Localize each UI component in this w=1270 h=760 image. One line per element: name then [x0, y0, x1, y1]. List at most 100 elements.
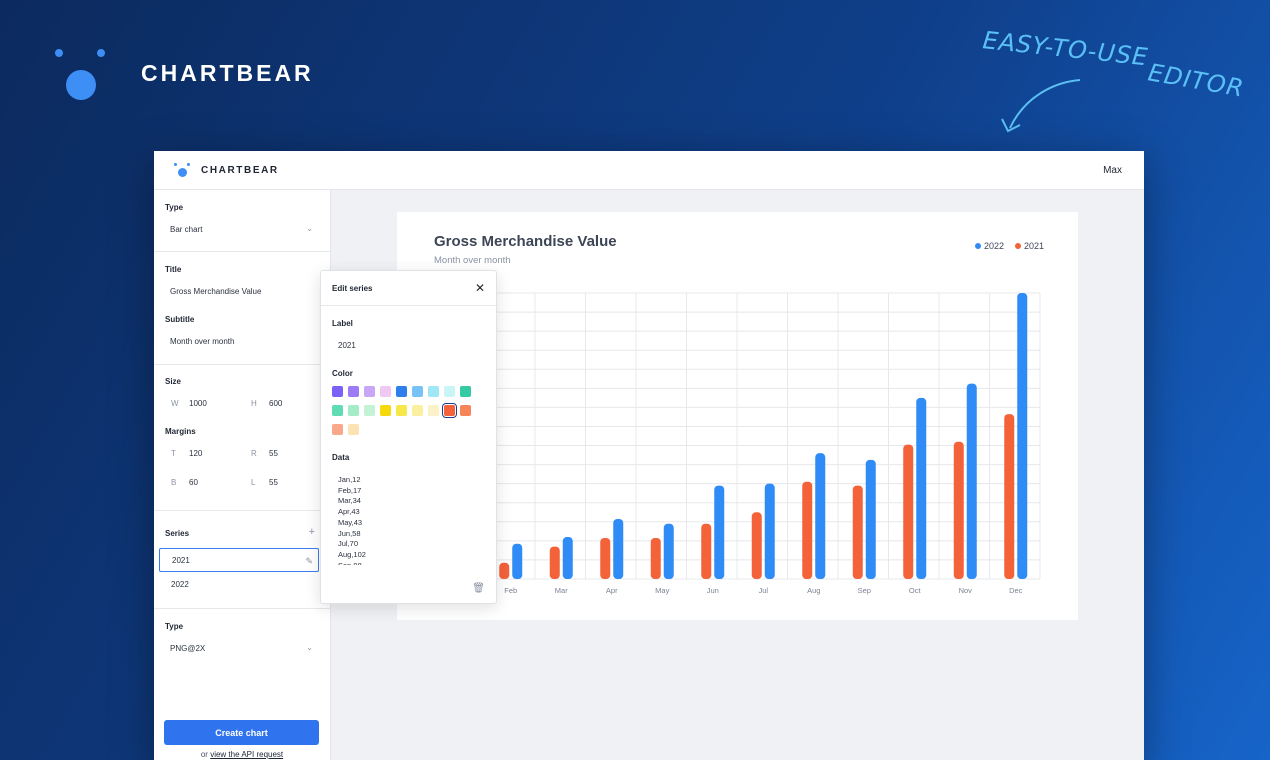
add-series-icon[interactable]: + [308, 526, 315, 538]
color-swatch[interactable] [460, 405, 471, 416]
series-item[interactable]: 2021 ✎ [159, 548, 319, 572]
app-header: CHARTBEAR Max [154, 151, 1144, 190]
app-logo-dot-right [187, 163, 190, 166]
bar-2021-Dec [1004, 414, 1015, 579]
height-input[interactable]: 600 [269, 399, 283, 408]
sidebar: Type Bar chart ⌄ Title Gross Merchandise… [154, 190, 331, 760]
subtitle-input[interactable]: Month over month [170, 337, 235, 346]
bar-2021-Oct [903, 444, 914, 579]
color-swatch[interactable] [364, 405, 375, 416]
color-swatch[interactable] [332, 386, 343, 397]
series-data-textarea[interactable]: Jan,12 Feb,17 Mar,34 Apr,43 May,43 Jun,5… [338, 475, 366, 565]
legend-label: 2022 [984, 241, 1004, 251]
subtitle-label: Subtitle [165, 315, 195, 324]
x-tick-label: Apr [606, 586, 618, 595]
view-api-request-link[interactable]: view the API request [210, 750, 284, 759]
chart-legend: 2022 2021 [975, 241, 1044, 251]
color-swatch[interactable] [380, 386, 391, 397]
margin-bottom-input[interactable]: 60 [189, 478, 198, 487]
width-input[interactable]: 1000 [189, 399, 207, 408]
divider [154, 608, 330, 609]
bar-2021-Jun [701, 523, 712, 579]
app-brand[interactable]: CHARTBEAR [201, 165, 279, 176]
chart-type-select[interactable]: Bar chart ⌄ [154, 218, 330, 240]
series-label: Series [165, 529, 190, 538]
margins-label: Margins [165, 427, 196, 436]
bar-2021-Sep [852, 485, 863, 579]
x-tick-label: Aug [807, 586, 820, 595]
label-field-label: Label [332, 319, 353, 328]
color-swatch[interactable] [380, 405, 391, 416]
chart-x-labels: JanFebMarAprMayJunJulAugSepOctNovDec [454, 586, 1022, 595]
margin-left-input[interactable]: 55 [269, 478, 278, 487]
bar-2022-Aug [815, 453, 826, 579]
bar-2022-May [663, 523, 674, 579]
x-tick-label: Feb [504, 586, 517, 595]
series-item-label: 2022 [171, 580, 189, 589]
divider [321, 305, 496, 306]
margin-top-label: T [171, 449, 176, 458]
pencil-icon[interactable]: ✎ [305, 556, 313, 566]
logo-dot-right [97, 49, 105, 57]
color-swatch[interactable] [442, 403, 457, 418]
color-swatch[interactable] [364, 386, 375, 397]
title-input[interactable]: Gross Merchandise Value [170, 287, 262, 296]
divider [154, 251, 330, 252]
width-field-label: W [171, 399, 179, 408]
color-swatch[interactable] [412, 386, 423, 397]
bar-2022-Apr [613, 518, 624, 579]
logo-dot-main [66, 70, 96, 100]
color-swatch[interactable] [332, 424, 343, 435]
color-swatch[interactable] [396, 405, 407, 416]
color-swatch[interactable] [396, 386, 407, 397]
color-swatch[interactable] [348, 386, 359, 397]
chevron-down-icon: ⌄ [306, 643, 313, 652]
x-tick-label: Jun [707, 586, 719, 595]
x-tick-label: Mar [555, 586, 568, 595]
chart-subtitle: Month over month [434, 255, 511, 266]
series-label-input[interactable]: 2021 [338, 341, 356, 350]
margin-top-input[interactable]: 120 [189, 449, 203, 458]
trash-icon[interactable]: 🗑 [472, 583, 485, 594]
close-icon[interactable]: ✕ [474, 281, 485, 295]
app-window: CHARTBEAR Max Type Bar chart ⌄ Title Gro… [154, 151, 1144, 760]
popover-title: Edit series [332, 284, 373, 293]
margin-left-label: L [251, 478, 256, 487]
size-label: Size [165, 377, 182, 386]
color-swatch[interactable] [460, 386, 471, 397]
color-swatch[interactable] [428, 405, 439, 416]
divider [154, 510, 330, 511]
chart-title: Gross Merchandise Value [434, 233, 617, 250]
bar-2021-Jul [751, 512, 762, 579]
chart-preview: Gross Merchandise Value Month over month… [397, 212, 1078, 620]
color-swatch[interactable] [428, 386, 439, 397]
edit-series-popover: Edit series ✕ Label 2021 Color Data Jan,… [320, 270, 497, 604]
create-chart-button[interactable]: Create chart [164, 720, 319, 745]
bar-2021-Nov [953, 441, 964, 579]
bar-2021-Mar [549, 546, 560, 579]
tagline-line2: EDITOR [1146, 58, 1246, 102]
color-swatch[interactable] [348, 405, 359, 416]
x-tick-label: Oct [909, 586, 922, 595]
series-item[interactable]: 2022 [159, 573, 319, 597]
app-logo[interactable] [174, 161, 192, 179]
bar-2022-Oct [916, 397, 927, 579]
legend-label: 2021 [1024, 241, 1044, 251]
bar-2022-Mar [562, 537, 573, 579]
user-menu[interactable]: Max [1103, 165, 1122, 176]
color-swatch[interactable] [348, 424, 359, 435]
hero-logo [52, 46, 112, 102]
margin-right-input[interactable]: 55 [269, 449, 278, 458]
export-type-select[interactable]: PNG@2X ⌄ [154, 637, 330, 659]
legend-dot-2022 [975, 243, 981, 249]
color-swatch[interactable] [412, 405, 423, 416]
bar-2022-Jul [764, 483, 775, 579]
bar-2021-Apr [600, 538, 611, 579]
x-tick-label: Nov [959, 586, 973, 595]
chart-bars [448, 293, 1028, 579]
color-swatch[interactable] [444, 386, 455, 397]
color-swatch[interactable] [332, 405, 343, 416]
type-label: Type [165, 203, 184, 212]
app-logo-dot-left [174, 163, 177, 166]
chart-type-value: Bar chart [170, 225, 203, 234]
